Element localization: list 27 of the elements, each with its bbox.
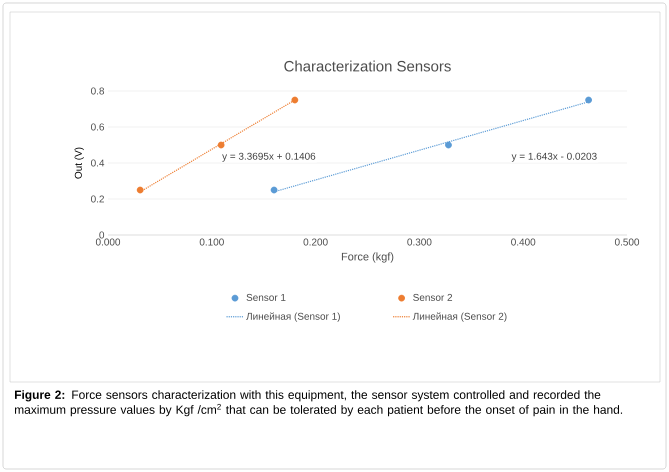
point (291, 96, 298, 104)
y-tick-label: 0.8 (91, 87, 104, 95)
x-tick-label: 0.200 (304, 238, 328, 246)
x-tick-label: 0.400 (511, 238, 536, 246)
legend-label: Sensor 1 (246, 294, 286, 301)
chart-title: Characterization Sensors (284, 60, 451, 72)
point (585, 96, 592, 104)
x-axis-title: Force (kgf) (342, 252, 394, 263)
point (136, 186, 144, 194)
legend-label: Линейная (Sensor 1) (246, 312, 340, 322)
y-tick-label: 0.2 (91, 195, 104, 203)
point (270, 186, 278, 194)
point (218, 142, 225, 148)
y-axis-title: Out (V) (74, 148, 84, 179)
x-tick-label: 0.500 (614, 238, 640, 246)
x-tick-label: 0.100 (200, 238, 224, 246)
y-tick-label: 0 (99, 231, 104, 239)
annotation: y = 1.643x - 0.0203 (512, 152, 597, 162)
y-tick-label: 0.4 (91, 159, 104, 167)
x-tick-label: 0.300 (407, 238, 432, 246)
annotation: y = 3.3695x + 0.1406 (222, 152, 316, 162)
y-tick-label: 0.6 (91, 123, 104, 131)
legend-label: Sensor 2 (413, 294, 452, 301)
x-tick-label: 0.000 (96, 238, 120, 246)
legend-label: Линейная (Sensor 2) (412, 312, 506, 322)
point (445, 142, 452, 148)
text: Figure 2: Force sensors characterization with this equipment, the sensor system controlled and recorded the maximum pressure values by Kgf /cm$^{2}$ that can be tolerated by each patient before the onset of pain in the hand. (14, 390, 622, 416)
